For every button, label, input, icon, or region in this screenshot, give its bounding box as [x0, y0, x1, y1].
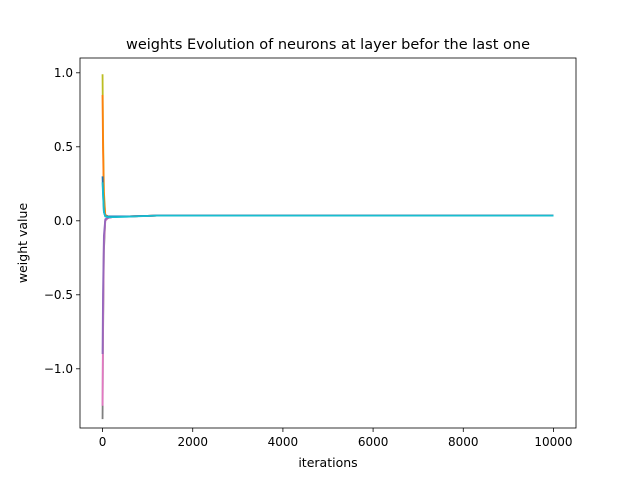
x-tick-label: 0 [99, 435, 107, 449]
chart-title: weights Evolution of neurons at layer be… [126, 37, 530, 53]
y-tick-label: 0.5 [54, 140, 73, 154]
x-tick-label: 4000 [268, 435, 299, 449]
plot-series [101, 74, 554, 420]
series-line-2 [101, 214, 554, 420]
x-tick-label: 6000 [358, 435, 389, 449]
series-line-5 [101, 214, 554, 355]
x-axis-ticks: 0 2000 4000 6000 8000 10000 [99, 428, 573, 449]
x-tick-label: 2000 [177, 435, 208, 449]
y-tick-label: −0.5 [44, 288, 73, 302]
series-line-7 [101, 182, 554, 218]
series-line-6 [101, 176, 554, 218]
plot-area-frame [79, 57, 577, 429]
y-axis-label: weight value [15, 203, 30, 284]
series-line-4 [101, 94, 554, 218]
y-axis-ticks: −1.0 −0.5 0.0 0.5 1.0 [44, 66, 80, 376]
y-tick-label: 0.0 [54, 214, 73, 228]
series-line-3 [101, 214, 554, 406]
x-axis-label: iterations [298, 455, 357, 470]
x-tick-label: 8000 [448, 435, 479, 449]
y-tick-label: −1.0 [44, 362, 73, 376]
y-tick-label: 1.0 [54, 66, 73, 80]
x-tick-label: 10000 [534, 435, 572, 449]
series-line-1 [101, 74, 554, 218]
